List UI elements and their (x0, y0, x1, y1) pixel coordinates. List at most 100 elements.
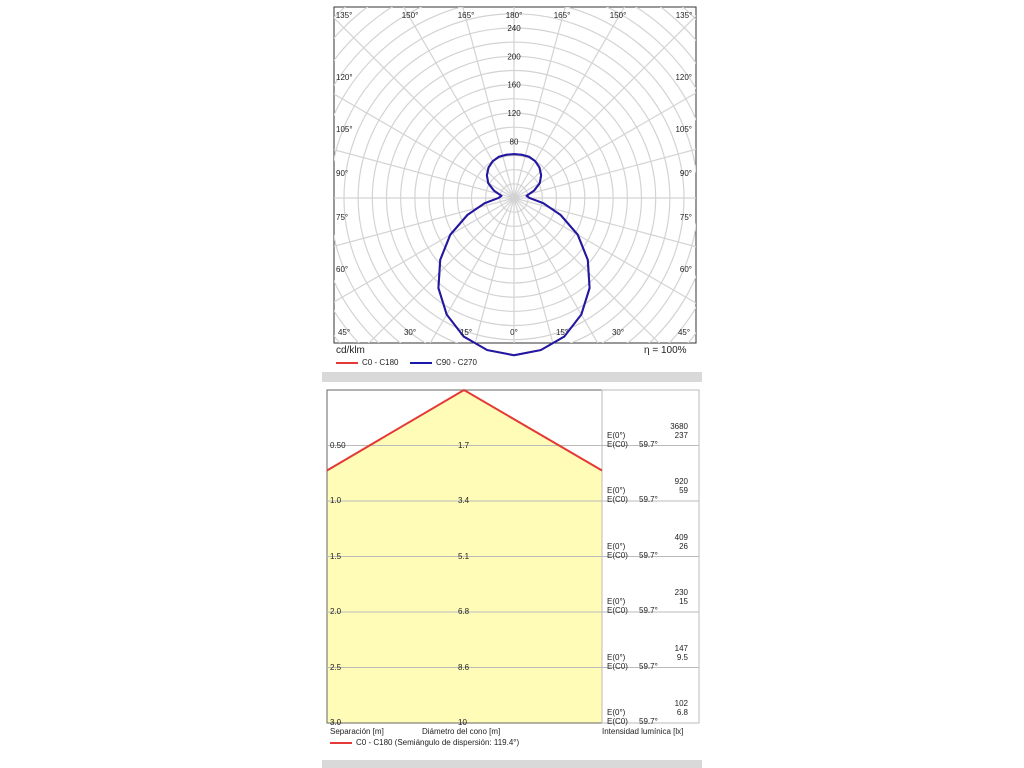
angle-label-right: 120° (675, 73, 692, 82)
polar-grid (334, 7, 696, 343)
radial-tick-label: 200 (507, 52, 521, 61)
half-angle-value: 59.7° (639, 550, 658, 560)
angle-label-right: 90° (680, 169, 692, 178)
ec0-label: E(C0) (607, 606, 628, 615)
angle-label-bottom: 30° (404, 328, 416, 337)
ec0-value: 237 (674, 430, 688, 440)
polar-curve-c90-c270 (437, 153, 591, 357)
footer-intensity-label: Intensidad lumínica [lx] (602, 727, 684, 736)
e0-label: E(0°) (607, 430, 626, 440)
grid-radial-line (334, 149, 515, 199)
angle-label-top: 135° (676, 11, 693, 20)
grid-radial-line (513, 7, 566, 199)
angle-label-left: 60° (336, 265, 348, 274)
angle-label-bottom: 30° (612, 328, 624, 337)
grid-radial-line (474, 197, 515, 343)
half-angle-value: 59.7° (639, 717, 658, 726)
grid-radial-line (513, 197, 696, 304)
e0-value: 230 (674, 588, 688, 597)
separator-band-bottom (322, 760, 702, 768)
grid-radial-line (429, 197, 515, 343)
grid-radial-line (334, 93, 515, 199)
footer-diameter-label: Diámetro del cono [m] (422, 727, 501, 736)
angle-label-bottom: 45° (338, 328, 350, 337)
radial-tick-label: 160 (507, 81, 521, 90)
e0-value: 147 (674, 643, 688, 653)
ec0-label: E(C0) (607, 661, 628, 671)
angle-label-top: 150° (610, 11, 627, 20)
angle-label-left: 120° (336, 73, 353, 82)
ec0-label: E(C0) (607, 717, 628, 726)
legend-label-c0-c180: C0 - C180 (362, 358, 399, 367)
grid-radial-line (403, 7, 515, 199)
angle-label-bottom: 0° (510, 328, 518, 337)
angle-label-top: 180° (506, 11, 523, 20)
polar-diagram-panel: 80 120 160 200 240 135° 150° 165° 180° 165° 150° 13… (322, 0, 702, 372)
legend-line-c90-c270 (410, 362, 432, 364)
angle-label-right: 75° (680, 213, 692, 222)
polar-frame (333, 6, 697, 344)
ec0-value: 6.8 (676, 708, 688, 717)
ec0-value: 9.5 (676, 652, 688, 662)
angle-label-right: 60° (680, 265, 692, 274)
ec0-label: E(C0) (607, 550, 628, 560)
legend-label-c90-c270: C90 - C270 (436, 358, 477, 367)
diameter-value: 3.4 (458, 496, 470, 505)
polar-diagram: 80 120 160 200 240 135° 150° 165° 180° 165° 150° 13… (333, 6, 697, 357)
separation-value: 2.0 (330, 607, 342, 616)
e0-value: 409 (674, 532, 688, 542)
efficiency-label: η = 100% (644, 345, 687, 356)
separation-value: 1.0 (330, 496, 342, 505)
separation-value: 2.5 (330, 662, 342, 672)
ec0-value: 59 (679, 486, 688, 495)
grid-radial-line (513, 197, 696, 248)
angle-label-top: 165° (554, 11, 571, 20)
radial-tick-label: 240 (507, 24, 521, 33)
ec0-label: E(C0) (607, 439, 628, 449)
radial-tick-label: 120 (507, 109, 521, 118)
polar-labels: 80 120 160 200 240 135° 150° 165° 180° 165° 150° 13… (336, 11, 693, 337)
half-angle-value: 59.7° (639, 606, 658, 615)
angle-label-right: 105° (675, 125, 692, 134)
grid-radial-line (513, 15, 696, 199)
angle-label-bottom: 15° (460, 328, 472, 337)
e0-value: 102 (674, 699, 688, 708)
diameter-value: 8.6 (458, 662, 470, 672)
ec0-value: 15 (679, 597, 688, 606)
e0-label: E(0°) (607, 486, 626, 495)
separation-value: 0.50 (330, 440, 346, 450)
e0-label: E(0°) (607, 708, 626, 717)
diameter-value: 6.8 (458, 607, 470, 616)
separation-value: 3.0 (330, 718, 342, 727)
separation-value: 1.5 (330, 551, 342, 561)
polar-curves (437, 153, 591, 357)
separator-band (322, 372, 702, 382)
grid-radial-line (513, 197, 660, 343)
e0-label: E(0°) (607, 597, 626, 606)
e0-value: 920 (674, 477, 688, 486)
cone-legend-label: C0 - C180 (Semiángulo de dispersión: 119… (356, 738, 520, 747)
legend-line-c0-c180 (336, 362, 358, 364)
grid-radial-line (513, 197, 554, 343)
grid-radial-line (513, 92, 696, 199)
grid-radial-line (334, 197, 515, 303)
diameter-value: 10 (458, 718, 467, 727)
angle-label-bottom: 15° (556, 328, 568, 337)
diameter-value: 5.1 (458, 551, 470, 561)
half-angle-value: 59.7° (639, 495, 658, 504)
cone-diagram-panel: 0.50 1.7 E(0°) E(C0) 59.7° 3680 237 1.0 3.4 E(0°)… (322, 382, 702, 760)
e0-value: 3680 (670, 421, 688, 431)
e0-label: E(0°) (607, 541, 626, 551)
cone-legend-line (330, 742, 352, 744)
grid-radial-line (513, 7, 625, 199)
grid-radial-line (513, 148, 696, 199)
ec0-label: E(C0) (607, 495, 628, 504)
polar-unit-label: cd/klm (336, 345, 365, 356)
angle-label-left: 105° (336, 125, 353, 134)
angle-label-top: 150° (402, 11, 419, 20)
angle-label-left: 90° (336, 169, 348, 178)
grid-radial-line (513, 197, 599, 343)
e0-label: E(0°) (607, 652, 626, 662)
angle-label-top: 135° (336, 11, 353, 20)
cone-diagram (326, 388, 700, 724)
